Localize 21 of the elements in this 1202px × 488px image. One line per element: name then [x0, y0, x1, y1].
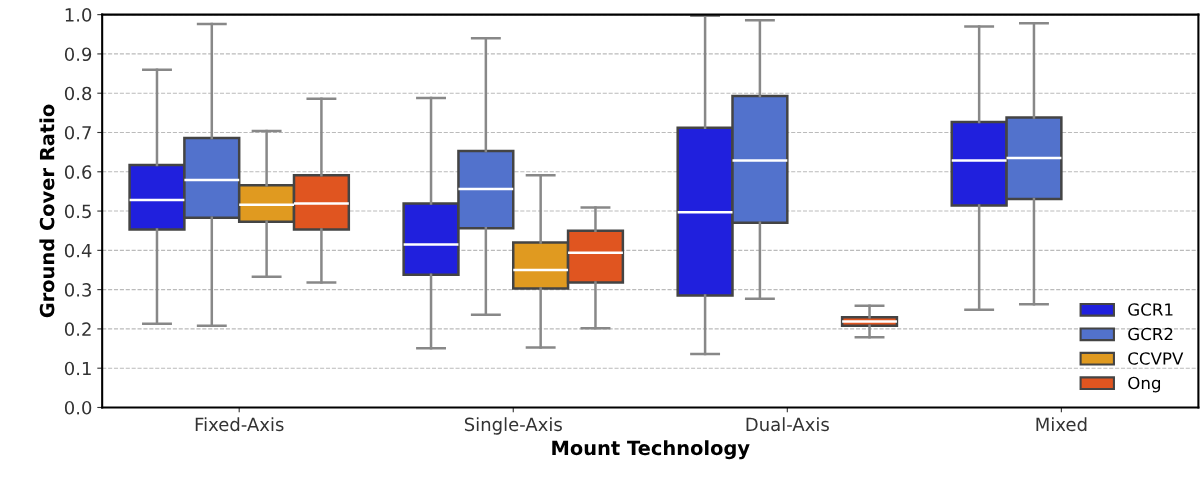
y-axis-title: Ground Cover Ratio	[39, 104, 55, 318]
y-tick-label: 0.4	[64, 243, 92, 258]
y-tick-label: 0.1	[64, 361, 91, 376]
y-tick-label: 0.8	[64, 86, 92, 101]
legend-label: GCR1	[1128, 303, 1173, 316]
x-tick-label: Fixed-Axis	[195, 417, 284, 432]
y-tick-label: 1.0	[65, 8, 92, 22]
x-axis-title: Mount Technology	[552, 440, 750, 460]
legend-label: Ong	[1128, 376, 1161, 393]
x-tick-label: Mixed	[1036, 417, 1087, 432]
y-tick-label: 0.7	[64, 125, 91, 140]
x-tick-label: Dual-Axis	[746, 417, 829, 432]
y-tick-label: 0.0	[64, 400, 92, 415]
y-tick-label: 0.5	[64, 204, 91, 219]
legend-label: GCR2	[1128, 327, 1173, 341]
x-tick-label: Single-Axis	[464, 417, 562, 435]
legend-label: CCVPV	[1128, 352, 1184, 365]
y-tick-label: 0.2	[64, 322, 91, 337]
y-tick-label: 0.9	[64, 47, 92, 62]
y-tick-label: 0.3	[64, 283, 91, 297]
y-tick-label: 0.6	[64, 165, 92, 179]
